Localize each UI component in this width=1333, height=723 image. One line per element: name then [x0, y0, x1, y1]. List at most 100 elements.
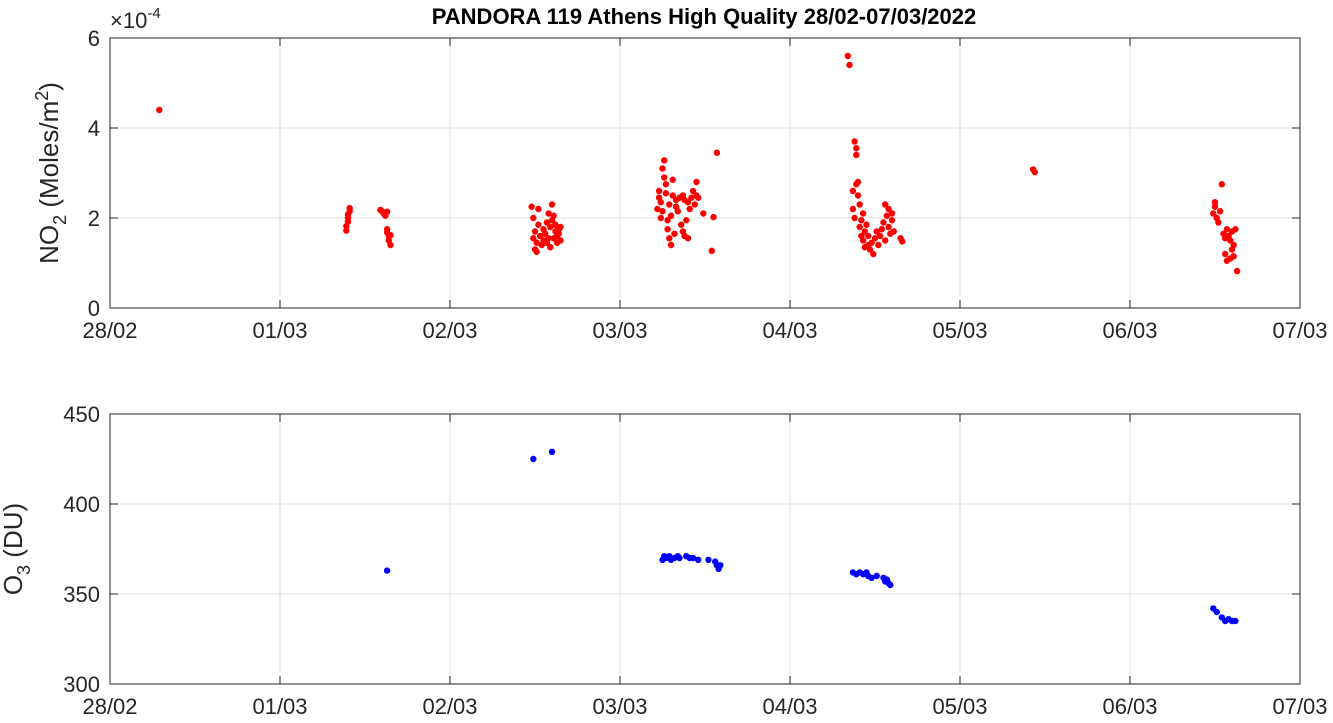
no2-data-point: [674, 208, 681, 215]
no2-data-point: [662, 190, 670, 197]
no2-data-point: [536, 232, 544, 240]
no2-x-tick-label: 03/03: [592, 318, 647, 343]
no2-data-point: [387, 241, 394, 249]
o3-data-point: [717, 562, 724, 569]
no2-data-point: [542, 230, 549, 237]
no2-data-point: [552, 221, 559, 228]
no2-data-point: [1222, 250, 1229, 258]
no2-x-tick-label: 28/02: [82, 318, 137, 343]
no2-data-point: [547, 223, 554, 231]
no2-data-point: [870, 250, 877, 258]
no2-data-point: [664, 226, 671, 233]
no2-data-point: [684, 199, 692, 206]
no2-data-point: [899, 238, 906, 245]
no2-data-point: [530, 235, 537, 242]
o3-x-tick-label: 06/03: [1102, 694, 1157, 719]
no2-data-point: [1232, 226, 1239, 233]
no2-data-point: [691, 201, 698, 208]
no2-y-tick-label: 2: [88, 206, 100, 231]
no2-data-point: [1210, 210, 1217, 217]
no2-data-point: [654, 205, 661, 213]
o3-y-tick-label: 400: [63, 492, 100, 517]
o3-ticks: 28/02 01/03 02/03 03/03 04/03 05/03 06/03 07/03…: [63, 402, 1327, 719]
no2-data-point: [882, 201, 889, 208]
no2-data-point: [530, 214, 537, 222]
no2-data-point: [859, 237, 867, 244]
no2-data-point: [866, 246, 874, 253]
no2-y-tick-label: 4: [88, 116, 100, 141]
no2-data-point: [683, 217, 690, 224]
no2-data-point: [684, 235, 692, 242]
o3-y-tick-label: 450: [63, 402, 100, 427]
no2-data-point: [1216, 208, 1224, 215]
no2-data-point: [849, 205, 857, 213]
no2-data-point: [865, 232, 872, 240]
no2-data-point: [669, 192, 676, 199]
no2-data-point: [666, 201, 673, 208]
no2-data-point: [659, 165, 666, 172]
no2-data-point: [1211, 199, 1219, 206]
no2-data-point: [890, 228, 897, 235]
no2-data-point: [693, 178, 700, 186]
no2-data-point: [871, 235, 879, 242]
no2-data-point: [346, 204, 353, 212]
no2-x-tick-label: 01/03: [252, 318, 307, 343]
no2-data-point: [678, 221, 685, 228]
no2-data-point: [1230, 253, 1237, 260]
no2-panel: 28/02 01/03 02/03 03/03 04/03 05/03 06/03 07/03…: [32, 5, 1328, 343]
no2-y-axis-label: NO2 (Moles/m2): [32, 82, 70, 264]
no2-data-point: [851, 214, 858, 222]
no2-data-point: [858, 217, 865, 224]
no2-data-point: [885, 205, 892, 213]
no2-data-point: [1233, 267, 1241, 275]
o3-data-point: [530, 455, 537, 463]
no2-data-point: [387, 231, 394, 239]
no2-data-point: [666, 235, 673, 242]
no2-data-point: [557, 237, 564, 244]
no2-data-point: [859, 210, 867, 217]
o3-x-tick-label: 03/03: [592, 694, 647, 719]
no2-data-point: [657, 214, 664, 222]
no2-points: [156, 52, 1241, 275]
no2-data-point: [667, 212, 675, 219]
no2-data-point: [543, 219, 551, 226]
no2-data-point: [343, 227, 350, 234]
o3-plot-area: [110, 414, 1300, 684]
no2-data-point: [853, 151, 860, 159]
no2-y-tick-label: 0: [88, 296, 100, 321]
no2-data-point: [713, 149, 721, 156]
no2-data-point: [695, 194, 702, 201]
no2-data-point: [882, 237, 889, 244]
o3-data-point: [887, 581, 894, 589]
no2-data-point: [861, 228, 868, 235]
no2-data-point: [856, 201, 863, 208]
o3-data-point: [548, 448, 556, 455]
no2-data-point: [875, 241, 882, 249]
no2-data-point: [531, 228, 539, 235]
no2-data-point: [533, 239, 540, 246]
no2-data-point: [659, 208, 666, 215]
o3-data-point: [1232, 617, 1239, 625]
no2-data-point: [1211, 203, 1219, 210]
no2-data-point: [885, 223, 892, 231]
no2-x-tick-label: 02/03: [422, 318, 477, 343]
no2-data-point: [710, 213, 717, 221]
no2-data-point: [888, 210, 896, 217]
no2-data-point: [863, 221, 870, 228]
no2-ticks: 28/02 01/03 02/03 03/03 04/03 05/03 06/03 07/03…: [82, 26, 1327, 343]
no2-data-point: [535, 205, 542, 213]
o3-y-tick-label: 350: [63, 582, 100, 607]
no2-data-point: [888, 217, 896, 224]
no2-data-point: [547, 244, 554, 251]
no2-data-point: [853, 145, 860, 152]
no2-data-point: [655, 187, 663, 195]
no2-data-point: [548, 201, 556, 208]
no2-data-point: [851, 138, 858, 145]
no2-data-point: [1223, 226, 1231, 233]
no2-data-point: [873, 228, 880, 235]
no2-data-point: [661, 174, 668, 181]
no2-data-point: [700, 210, 707, 217]
no2-data-point: [688, 194, 695, 201]
o3-data-point: [689, 554, 697, 562]
